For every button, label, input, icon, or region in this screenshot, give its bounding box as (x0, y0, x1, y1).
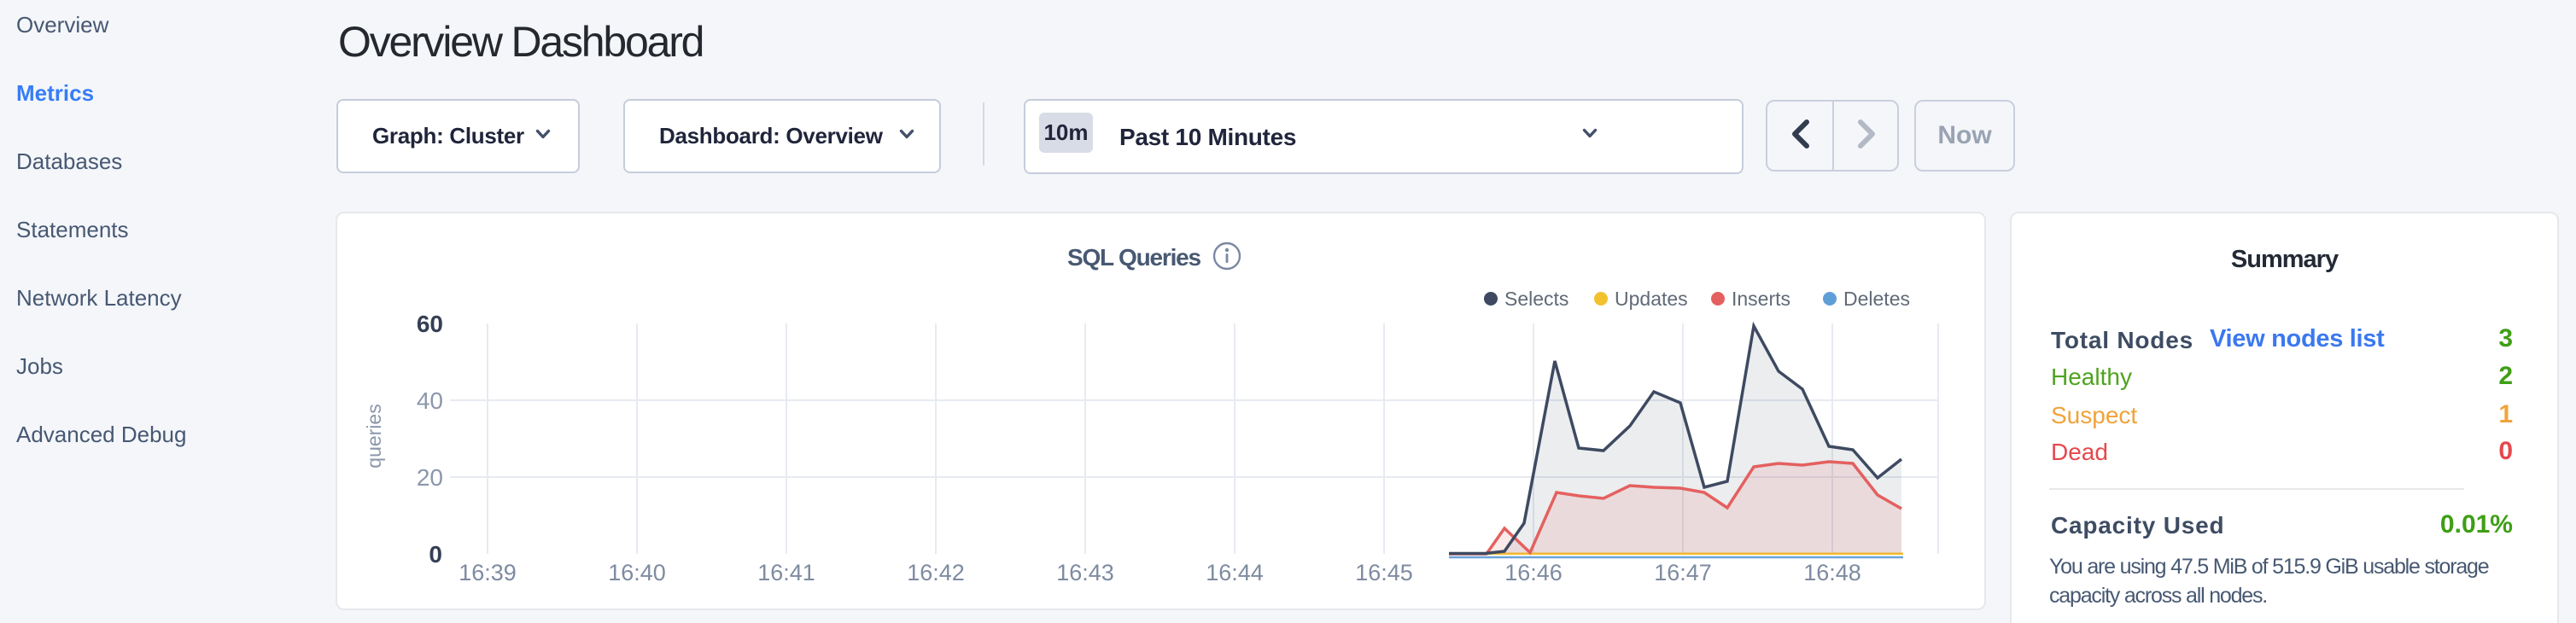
svg-text:16:43: 16:43 (1056, 560, 1114, 585)
svg-text:16:39: 16:39 (459, 560, 517, 585)
svg-text:16:41: 16:41 (757, 560, 815, 585)
svg-text:16:44: 16:44 (1206, 560, 1264, 585)
svg-text:16:46: 16:46 (1504, 560, 1563, 585)
svg-text:queries: queries (363, 404, 385, 468)
svg-text:16:48: 16:48 (1803, 560, 1861, 585)
svg-text:0: 0 (429, 541, 442, 568)
svg-text:16:47: 16:47 (1654, 560, 1712, 585)
svg-text:40: 40 (417, 387, 443, 414)
svg-text:60: 60 (417, 311, 443, 337)
svg-text:20: 20 (417, 464, 443, 491)
svg-text:16:42: 16:42 (907, 560, 965, 585)
svg-text:16:40: 16:40 (608, 560, 666, 585)
svg-text:16:45: 16:45 (1355, 560, 1413, 585)
